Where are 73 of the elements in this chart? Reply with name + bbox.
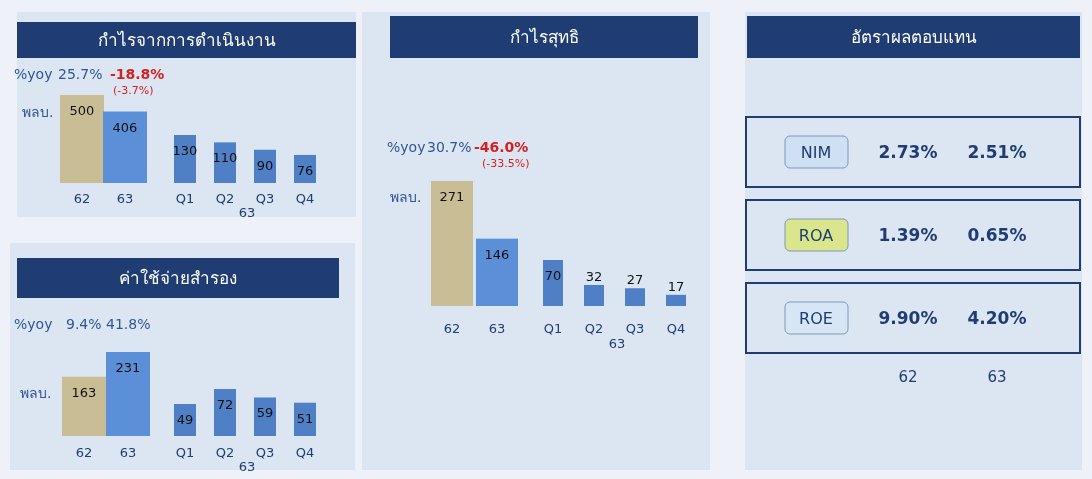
text: %yoy (14, 66, 53, 82)
data-label: 70 (544, 268, 562, 283)
text: 9.4% (66, 316, 102, 332)
text: -46.0% (474, 139, 529, 155)
data-label: 146 (484, 246, 510, 262)
data-label: 4.20% (967, 308, 1027, 328)
data-label: 90 (256, 157, 274, 173)
category-label: ROA (798, 226, 834, 245)
x-tick-label: Q3 (255, 445, 275, 460)
chart-title: กำไรสุทธิ (509, 27, 579, 48)
data-label: 406 (112, 119, 138, 135)
text: 25.7% (58, 66, 103, 82)
data-label: 9.90% (878, 308, 938, 328)
text: อัตราผลตอบแทน (850, 27, 977, 47)
text: %yoy (387, 139, 426, 155)
data-label: 27 (626, 272, 644, 288)
x-tick-label: Q3 (255, 191, 275, 206)
text: พลบ. (20, 385, 52, 401)
chart-title: ค่าใช้จ่ายสำรอง (119, 268, 237, 288)
x-tick-label: 62 (73, 191, 91, 206)
series-label: 62 (898, 368, 918, 386)
text: -18.8% (110, 66, 165, 82)
data-label: 76 (296, 162, 314, 178)
bar (543, 260, 563, 306)
x-tick-label: 63 (119, 445, 137, 460)
data-label: 17 (667, 278, 685, 294)
data-label: 0.65% (967, 225, 1027, 245)
bar (214, 389, 236, 436)
data-label: 231 (115, 360, 141, 375)
data-label: 2.51% (967, 142, 1027, 162)
x-tick-label: Q4 (295, 445, 315, 460)
x-tick-label: Q3 (625, 321, 645, 336)
x-axis-title: 63 (238, 205, 256, 220)
x-tick-label: 63 (116, 191, 134, 206)
x-axis-title: 63 (238, 459, 256, 474)
text: %yoy (14, 316, 53, 332)
text: 30.7% (427, 139, 472, 155)
x-tick-label: Q2 (215, 191, 235, 206)
data-label: 59 (256, 405, 274, 421)
x-tick-label: 63 (488, 321, 506, 336)
data-label: 49 (176, 412, 194, 428)
x-axis-title: 63 (608, 336, 626, 351)
x-tick-label: Q1 (543, 321, 563, 336)
text: (-33.5%) (482, 157, 530, 170)
x-tick-label: Q2 (584, 321, 604, 336)
text: พลบ. (22, 104, 54, 120)
bar (584, 284, 604, 306)
bar (254, 397, 276, 436)
data-label: 51 (296, 410, 314, 426)
category-label: NIM (800, 143, 832, 162)
text: พลบ. (390, 189, 422, 205)
x-tick-label: 62 (75, 445, 93, 460)
bar (666, 294, 686, 306)
data-label: 32 (585, 268, 603, 284)
x-tick-label: Q2 (215, 445, 235, 460)
bar (294, 402, 316, 436)
data-label: 163 (71, 384, 97, 400)
data-label: 1.39% (878, 225, 938, 245)
data-label: 2.73% (878, 142, 938, 162)
x-tick-label: Q4 (295, 191, 315, 206)
text: 41.8% (106, 316, 151, 332)
text: กำไรจากการดำเนินงาน (97, 30, 276, 50)
data-label: 271 (439, 189, 465, 204)
category-label: ROE (799, 309, 833, 328)
data-label: 500 (69, 103, 95, 118)
x-tick-label: Q1 (175, 191, 195, 206)
annotation: (-3.7%) (113, 84, 154, 97)
x-tick-label: Q1 (175, 445, 195, 460)
x-tick-label: 62 (443, 321, 461, 336)
text: 63 (987, 368, 1007, 386)
bar (625, 288, 645, 306)
data-label: 72 (216, 397, 234, 412)
x-tick-label: Q4 (666, 321, 686, 336)
